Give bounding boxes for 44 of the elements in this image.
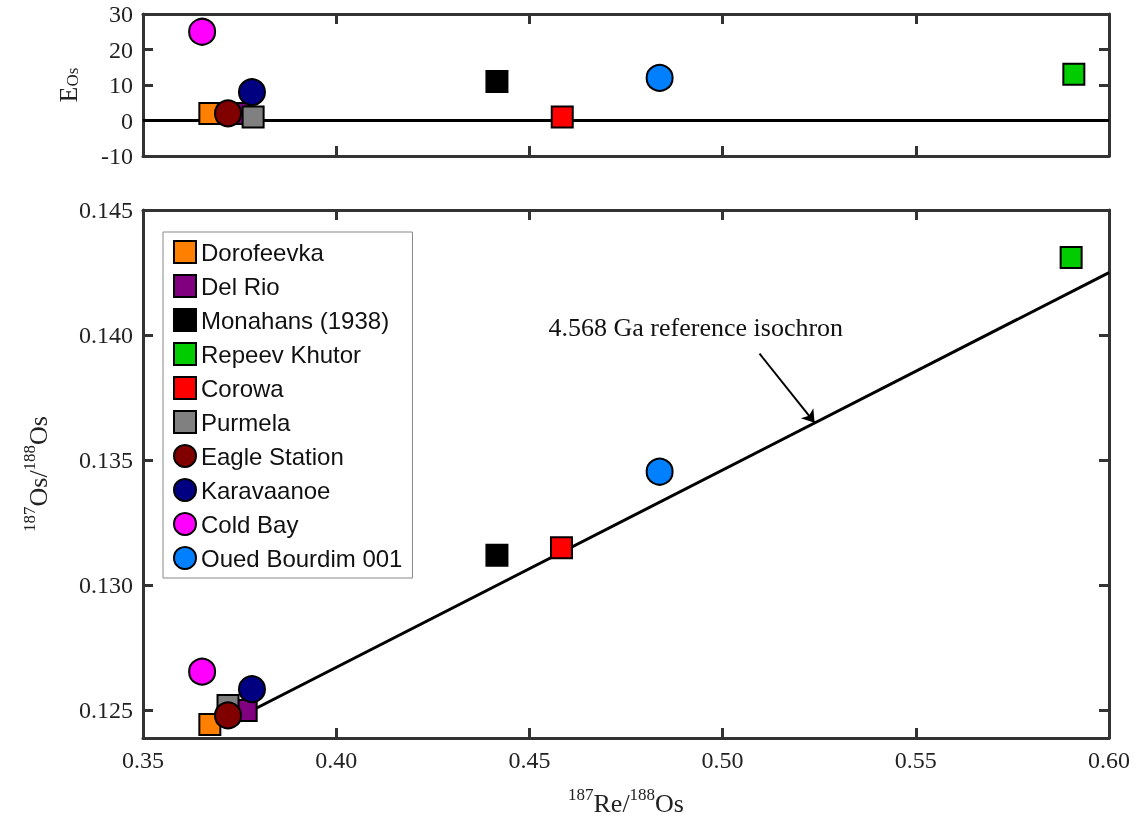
point [485,69,509,93]
point [188,17,217,46]
y-tick-label: -10 [101,143,133,169]
y-tick-label: 0.135 [79,447,133,474]
y-tick-label: 30 [109,1,133,27]
y-tick-label: 20 [109,36,133,63]
point [237,78,266,107]
point [214,99,243,128]
point [241,105,265,129]
point [485,543,509,567]
point [214,701,243,730]
legend-label: Purmela [201,408,292,436]
point [237,675,266,704]
y-axis-title: EOs [53,67,83,103]
point [645,63,674,92]
point [550,105,574,129]
point [645,457,674,486]
y-axis-title: 187Os/188Os [20,415,53,533]
legend-label: Oued Bourdim 001 [201,544,403,572]
x-tick-label: 0.40 [315,747,358,773]
annotation: 4.568 Ga reference isochron [548,312,844,342]
legend-label: Del Rio [201,272,280,300]
x-tick-label: 0.60 [1088,747,1130,773]
y-tick-label: 0.145 [79,197,133,223]
point [188,657,217,686]
x-tick-label: 0.50 [701,747,744,773]
x-tick-label: 0.55 [894,747,937,773]
x-tick-label: 0.45 [508,747,551,773]
y-tick-label: 0.130 [79,572,133,599]
legend-label: Dorofeevka [201,238,325,266]
y-tick-label: 0 [121,107,133,134]
legend-label: Cold Bay [201,510,299,538]
legend-label: Monahans (1938) [201,306,390,334]
x-tick-label: 0.35 [122,747,164,773]
point [1059,246,1083,270]
legend-label: Eagle Station [201,442,344,470]
legend-label: Karavaanoe [201,476,331,504]
legend-label: Repeev Khutor [201,340,362,368]
y-tick-label: 0.140 [79,322,133,349]
y-tick-label: 10 [109,72,133,98]
point [1062,62,1086,86]
legend-label: Corowa [201,374,285,402]
point [549,536,573,560]
y-tick-label: 0.125 [79,697,133,724]
